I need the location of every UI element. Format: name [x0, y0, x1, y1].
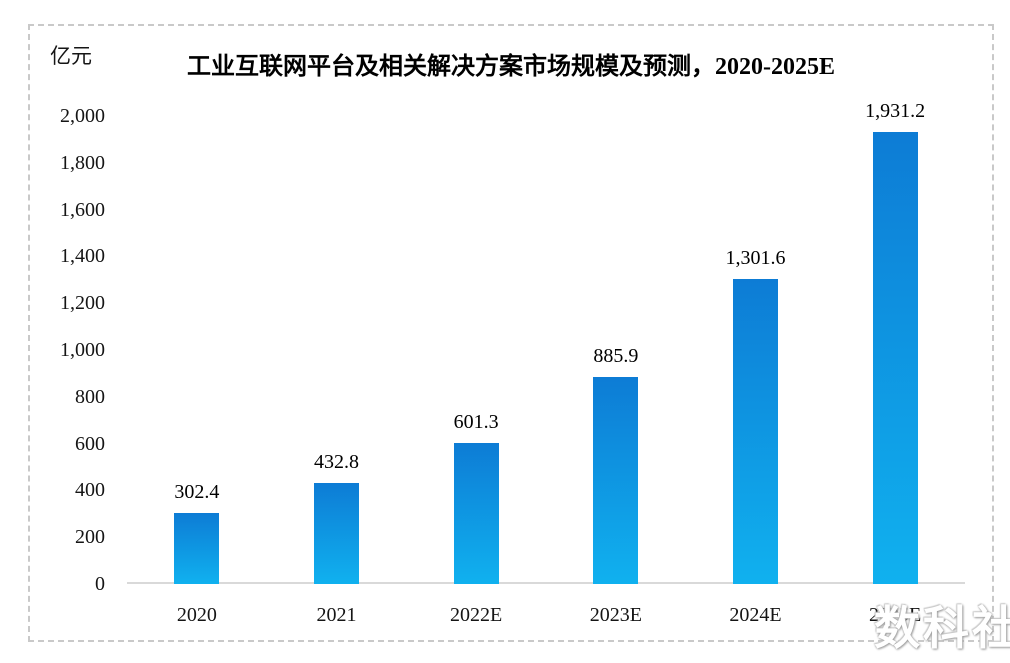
y-axis-tick-label: 2,000: [60, 105, 105, 127]
x-axis-label: 2025E: [869, 604, 922, 626]
bar-value-label: 1,931.2: [865, 100, 926, 123]
bar-2024E: [733, 279, 778, 584]
y-axis-tick-label: 1,200: [60, 292, 105, 315]
x-axis-label: 2020: [176, 604, 217, 626]
x-axis-label: 2023E: [589, 604, 642, 626]
y-axis-unit-label: 亿元: [50, 44, 92, 68]
bar-2020: [174, 513, 220, 584]
y-axis-tick-label: 400: [75, 479, 105, 502]
x-axis-line: [127, 582, 965, 584]
chart-title: 工业互联网平台及相关解决方案市场规模及预测，2020-2025E: [187, 54, 835, 80]
bar-2021: [314, 482, 359, 584]
y-axis-tick-label: 1,400: [60, 245, 105, 268]
y-axis-tick-label: 0: [95, 573, 105, 595]
y-axis-tick-label: 200: [75, 526, 105, 549]
bar-value-label: 302.4: [174, 481, 220, 504]
x-axis-label: 2022E: [450, 604, 503, 626]
bar-value-label: 885.9: [593, 344, 639, 367]
bar-2023E: [593, 376, 639, 584]
x-axis-label: 2024E: [729, 604, 782, 626]
bar-2022E: [453, 443, 499, 584]
y-axis-tick-label: 1,600: [60, 198, 105, 221]
y-axis-tick-label: 1,000: [60, 339, 105, 361]
y-axis-tick-label: 1,800: [60, 151, 105, 174]
bar-value-label: 1,301.6: [725, 247, 786, 270]
watermark-text: 数科社: [874, 602, 1010, 654]
chart-frame: [28, 24, 994, 642]
bar-value-label: 601.3: [453, 411, 499, 434]
y-axis-tick-label: 800: [75, 385, 105, 408]
y-axis-tick-label: 600: [75, 432, 105, 455]
bar-2025E: [872, 132, 918, 584]
x-axis-label: 2021: [316, 604, 357, 626]
bar-value-label: 432.8: [314, 450, 359, 473]
